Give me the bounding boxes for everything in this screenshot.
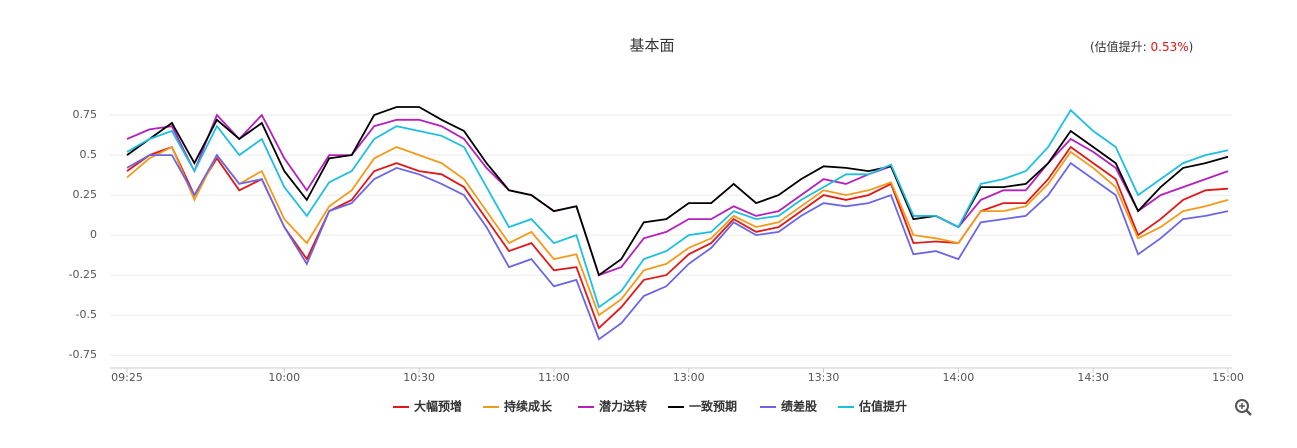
x-tick-label: 13:30 (808, 371, 840, 384)
annotation-prefix: (估值提升: (1090, 39, 1151, 54)
zoom-icon[interactable] (1235, 399, 1252, 416)
legend-label: 持续成长 (504, 399, 553, 414)
y-tick-label: -0.25 (69, 268, 97, 281)
series-line (126, 145, 1229, 317)
x-tick-label: 09:25 (111, 371, 143, 384)
series-line (126, 153, 1229, 341)
legend-label: 绩差股 (781, 399, 818, 414)
x-tick-label: 13:00 (673, 371, 705, 384)
series-line (126, 108, 1229, 309)
annotation-value: 0.53% (1151, 40, 1189, 54)
legend-label: 潜力送转 (599, 399, 647, 414)
x-tick-label: 11:00 (538, 371, 570, 384)
x-tick-label: 10:30 (403, 371, 435, 384)
x-tick-label: 14:30 (1077, 371, 1109, 384)
legend-label: 大幅预增 (414, 399, 462, 414)
y-tick-label: -0.75 (69, 348, 97, 361)
x-tick-label: 10:00 (268, 371, 300, 384)
x-tick-label: 14:00 (943, 371, 975, 384)
legend-label: 估值提升 (858, 399, 907, 414)
y-tick-label: -0.5 (76, 308, 97, 321)
zoom-lens (1235, 399, 1249, 413)
zoom-handle (1245, 409, 1252, 416)
series-line (126, 145, 1229, 330)
y-tick-label: 0.5 (80, 148, 98, 161)
y-tick-label: 0 (90, 228, 97, 241)
y-tick-label: 0.25 (73, 188, 98, 201)
annotation-suffix: ) (1189, 40, 1194, 54)
x-tick-label: 15:00 (1212, 371, 1244, 384)
annotation: (估值提升: 0.53%) (1090, 39, 1193, 54)
y-tick-label: 0.75 (73, 108, 98, 121)
chart-title: 基本面 (629, 37, 674, 55)
legend-label: 一致预期 (689, 399, 737, 414)
series-line (126, 106, 1229, 277)
